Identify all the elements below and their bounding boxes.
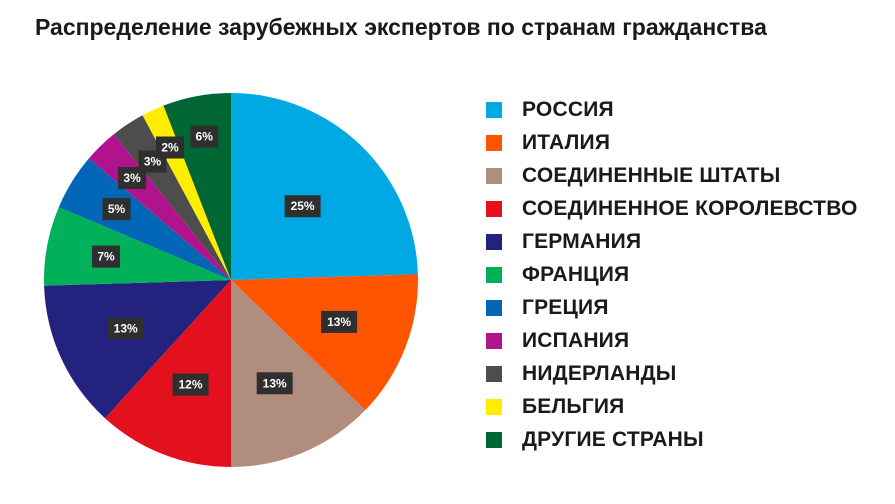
legend-item: БЕЛЬГИЯ: [486, 390, 858, 423]
chart-legend: РОССИЯ ИТАЛИЯ СОЕДИНЕННЫЕ ШТАТЫ СОЕДИНЕННОЕ…: [486, 93, 858, 456]
data-label-box: [92, 245, 120, 268]
legend-item: СОЕДИНЕННОЕ КОРОЛЕВСТВО: [486, 192, 858, 225]
chart-title: Распределение зарубежных экспертов по ст…: [35, 14, 767, 40]
data-label-box: [156, 136, 184, 159]
legend-label: ГЕРМАНИЯ: [522, 229, 642, 253]
legend-swatch: [486, 266, 502, 283]
legend-item: ГРЕЦИЯ: [486, 291, 858, 324]
data-label: 12%: [178, 378, 202, 392]
data-label-box: [321, 310, 358, 333]
legend-swatch: [486, 299, 502, 316]
pie-slice-4: [105, 280, 231, 467]
legend-swatch: [486, 398, 502, 415]
data-label: 2%: [161, 141, 179, 155]
legend-label: ИСПАНИЯ: [522, 328, 630, 352]
legend-label: НИДЕРЛАНДЫ: [522, 361, 677, 385]
legend-item: ДРУГИЕ СТРАНЫ: [486, 423, 858, 456]
legend-item: ГЕРМАНИЯ: [486, 225, 858, 258]
legend-swatch: [486, 332, 502, 349]
legend-swatch: [486, 101, 502, 118]
legend-item: НИДЕРЛАНДЫ: [486, 357, 858, 390]
legend-label: СОЕДИНЕННОЕ КОРОЛЕВСТВО: [522, 196, 858, 220]
data-label-box: [190, 125, 219, 148]
legend-swatch: [486, 200, 502, 217]
pie-slice-7: [58, 158, 231, 280]
legend-item: ИСПАНИЯ: [486, 324, 858, 357]
legend-swatch: [486, 167, 502, 184]
data-label-box: [284, 195, 321, 218]
legend-swatch: [486, 233, 502, 250]
data-label: 25%: [291, 199, 315, 213]
data-label: 13%: [114, 322, 138, 336]
legend-label: ФРАНЦИЯ: [522, 262, 630, 286]
data-label-box: [107, 317, 144, 340]
legend-label: РОССИЯ: [522, 97, 614, 121]
pie-labels: 25%13%13%12%13%7%5%3%3%2%6%: [92, 125, 358, 396]
data-label-box: [102, 198, 131, 221]
legend-label: ИТАЛИЯ: [522, 130, 611, 154]
data-label: 13%: [327, 315, 351, 329]
data-label: 3%: [123, 171, 141, 185]
legend-label: ГРЕЦИЯ: [522, 295, 609, 319]
legend-item: ИТАЛИЯ: [486, 126, 858, 159]
pie-slice-5: [44, 280, 232, 419]
legend-swatch: [486, 365, 502, 382]
legend-label: БЕЛЬГИЯ: [522, 394, 625, 418]
pie-slice-6: [44, 207, 231, 286]
pie-slices: [44, 93, 418, 467]
legend-item: РОССИЯ: [486, 93, 858, 126]
legend-swatch: [486, 431, 502, 448]
pie-slice-1: [231, 93, 418, 280]
data-label: 5%: [108, 202, 126, 216]
pie-slice-2: [231, 274, 418, 411]
data-label: 13%: [263, 376, 287, 390]
pie-slice-3: [231, 280, 366, 467]
legend-label: ДРУГИЕ СТРАНЫ: [522, 427, 704, 451]
data-label-box: [172, 373, 209, 396]
legend-label: СОЕДИНЕННЫЕ ШТАТЫ: [522, 163, 781, 187]
legend-swatch: [486, 134, 502, 151]
legend-item: ФРАНЦИЯ: [486, 258, 858, 291]
data-label-box: [256, 372, 293, 395]
data-label: 6%: [196, 130, 214, 144]
legend-item: СОЕДИНЕННЫЕ ШТАТЫ: [486, 159, 858, 192]
data-label: 7%: [97, 250, 115, 264]
